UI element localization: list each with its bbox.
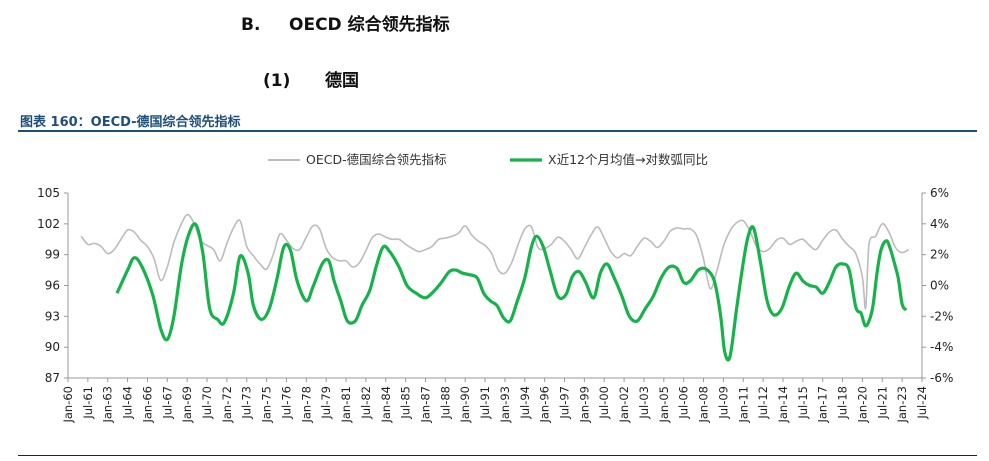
series-line-log-yoy — [115, 222, 908, 362]
x-axis-tick-label: Jan-60 — [61, 386, 75, 424]
x-axis-tick-label: Jan-81 — [339, 386, 353, 424]
x-axis-tick-label: Jan-14 — [776, 386, 790, 424]
x-axis-tick-label: Jul-24 — [915, 386, 929, 420]
left-axis-tick-label: 99 — [45, 248, 60, 262]
series-line-oecd-cli — [80, 213, 910, 310]
right-axis-tick-label: 0% — [930, 279, 949, 293]
x-axis-tick-label: Jul-67 — [160, 386, 174, 420]
legend-label-log-yoy: X近12个月均值→对数弧同比 — [548, 152, 708, 167]
x-axis-tick-label: Jan-78 — [299, 386, 313, 424]
x-axis-tick-label: Jan-90 — [458, 386, 472, 424]
right-axis-tick-label: -2% — [930, 309, 953, 323]
x-axis-tick-label: Jul-61 — [81, 386, 95, 420]
x-axis-tick-label: Jan-20 — [855, 386, 869, 424]
x-axis-tick-label: Jul-00 — [597, 386, 611, 420]
x-axis-tick-label: Jan-72 — [220, 386, 234, 424]
x-axis-tick-label: Jan-99 — [577, 386, 591, 424]
x-axis-tick-label: Jan-05 — [657, 386, 671, 424]
figure-title: 图表 160：OECD-德国综合领先指标 — [20, 115, 241, 130]
x-axis-tick-label: Jan-66 — [140, 386, 154, 424]
x-axis-tick-label: Jan-08 — [697, 386, 711, 424]
x-axis-tick-label: Jul-70 — [200, 386, 214, 420]
subsection-number: (1) — [263, 71, 291, 91]
right-axis-tick-label: 6% — [930, 186, 949, 200]
x-axis-tick-label: Jan-69 — [180, 386, 194, 424]
subsection-title: 德国 — [325, 71, 359, 91]
x-axis-tick-label: Jan-93 — [498, 386, 512, 424]
x-axis-tick-label: Jul-64 — [121, 386, 135, 420]
right-axis-tick-label: 2% — [930, 248, 949, 262]
subsection-heading: (1) 德国 — [263, 66, 359, 91]
x-axis-tick-label: Jul-88 — [438, 386, 452, 420]
x-axis-tick-label: Jul-97 — [558, 386, 572, 420]
x-axis-tick-label: Jan-23 — [895, 386, 909, 424]
x-axis-tick-label: Jul-06 — [677, 386, 691, 420]
x-axis-tick-label: Jul-85 — [399, 386, 413, 420]
x-axis-tick-label: Jul-12 — [756, 386, 770, 420]
x-axis-tick-label: Jan-02 — [617, 386, 631, 424]
x-axis-tick-label: Jan-17 — [816, 386, 830, 424]
right-axis-tick-label: -6% — [930, 371, 953, 385]
x-axis-tick-label: Jul-79 — [319, 386, 333, 420]
x-axis-tick-label: Jul-82 — [359, 386, 373, 420]
x-axis-tick-label: Jul-21 — [875, 386, 889, 420]
left-axis-tick-label: 96 — [45, 279, 60, 293]
left-axis-tick-label: 105 — [37, 186, 60, 200]
left-axis-tick-label: 93 — [45, 309, 60, 323]
section-letter: B. — [241, 15, 261, 35]
legend-label-oecd-cli: OECD-德国综合领先指标 — [306, 152, 447, 167]
x-axis-tick-label: Jan-63 — [101, 386, 115, 424]
figure-title-rule — [18, 130, 977, 132]
x-axis-tick-label: Jul-91 — [478, 386, 492, 420]
x-axis-tick-label: Jan-11 — [736, 386, 750, 424]
right-axis-tick-label: 4% — [930, 217, 949, 231]
figure-bottom-rule — [18, 455, 977, 456]
x-axis-tick-label: Jul-09 — [716, 386, 730, 420]
x-axis-tick-label: Jul-15 — [796, 386, 810, 420]
section-title: OECD 综合领先指标 — [289, 15, 450, 35]
x-axis-tick-label: Jul-94 — [518, 386, 532, 420]
x-axis-tick-label: Jul-76 — [279, 386, 293, 420]
section-heading: B. OECD 综合领先指标 — [241, 10, 450, 35]
left-axis-tick-label: 90 — [45, 340, 60, 354]
left-axis-tick-label: 102 — [37, 217, 60, 231]
x-axis-tick-label: Jan-75 — [260, 386, 274, 424]
x-axis-tick-label: Jan-87 — [418, 386, 432, 424]
x-axis-tick-label: Jul-18 — [836, 386, 850, 420]
right-axis-tick-label: -4% — [930, 340, 953, 354]
left-axis-tick-label: 87 — [45, 371, 60, 385]
x-axis-tick-label: Jul-73 — [240, 386, 254, 420]
x-axis-tick-label: Jul-03 — [637, 386, 651, 420]
x-axis-tick-label: Jan-96 — [538, 386, 552, 424]
x-axis-tick-label: Jan-84 — [379, 386, 393, 424]
